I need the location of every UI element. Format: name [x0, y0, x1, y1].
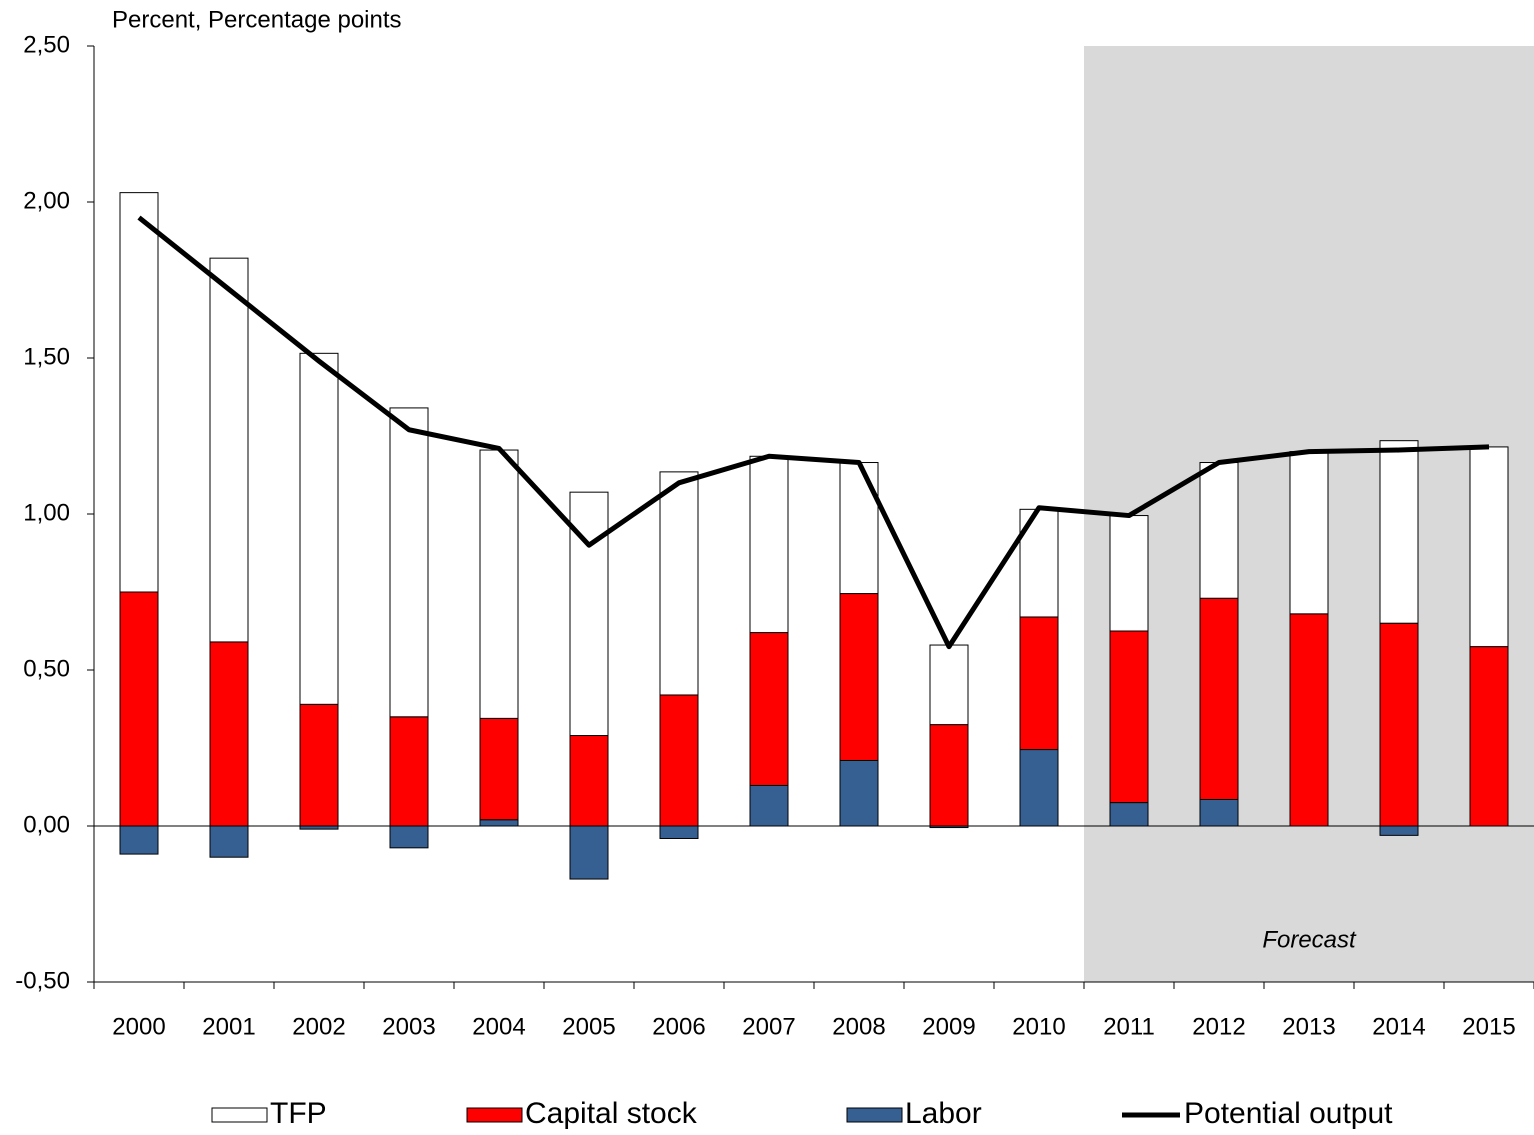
bar: [1199, 798, 1239, 827]
x-tick-label: 2003: [382, 1013, 435, 1040]
x-tick-label: 2013: [1282, 1013, 1335, 1040]
bar: [1199, 462, 1239, 599]
bar: [479, 819, 519, 827]
legend-label: Capital stock: [525, 1097, 698, 1130]
x-tick-label: 2008: [832, 1013, 885, 1040]
bar: [1109, 802, 1149, 827]
x-tick-label: 2007: [742, 1013, 795, 1040]
bar: [209, 641, 249, 827]
bar: [1469, 646, 1509, 827]
bar: [119, 192, 159, 593]
bar: [209, 825, 249, 858]
bar: [929, 724, 969, 827]
bar: [659, 825, 699, 839]
x-tick-label: 2005: [562, 1013, 615, 1040]
bar: [749, 784, 789, 827]
x-tick-label: 2001: [202, 1013, 255, 1040]
bar: [1019, 749, 1059, 827]
bar: [119, 591, 159, 827]
x-tick-label: 2009: [922, 1013, 975, 1040]
bar: [389, 825, 429, 849]
bar: [1379, 440, 1419, 624]
x-tick-label: 2006: [652, 1013, 705, 1040]
legend-label: TFP: [270, 1097, 327, 1130]
bar: [1379, 825, 1419, 836]
y-tick-label: 0,50: [23, 655, 70, 682]
bar: [119, 825, 159, 855]
bar: [659, 694, 699, 827]
x-tick-label: 2011: [1103, 1013, 1155, 1040]
y-tick-label: 1,50: [23, 343, 70, 370]
legend-swatch: [211, 1107, 268, 1123]
bar: [1019, 616, 1059, 751]
legend-label: Labor: [905, 1097, 982, 1130]
y-tick-label: 0,00: [23, 811, 70, 838]
bar: [569, 735, 609, 827]
bar: [1469, 446, 1509, 648]
y-tick-label: 2,00: [23, 187, 70, 214]
legend-label: Potential output: [1184, 1097, 1393, 1130]
bar: [839, 462, 879, 595]
bar: [659, 471, 699, 696]
bar: [299, 703, 339, 827]
bar: [389, 407, 429, 718]
x-tick-label: 2012: [1192, 1013, 1245, 1040]
bar: [479, 717, 519, 821]
bar: [209, 257, 249, 643]
bar: [1199, 597, 1239, 800]
x-tick-label: 2000: [112, 1013, 165, 1040]
x-tick-label: 2014: [1372, 1013, 1425, 1040]
bar: [839, 759, 879, 827]
bar: [299, 352, 339, 705]
bar: [1289, 613, 1329, 827]
bar: [479, 449, 519, 719]
line: [137, 215, 1490, 650]
y-tick-label: 1,00: [23, 499, 70, 526]
bar: [929, 644, 969, 726]
x-tick-label: 2002: [292, 1013, 345, 1040]
bar: [839, 593, 879, 761]
x-tick-label: 2015: [1462, 1013, 1515, 1040]
x-tick-label: 2010: [1012, 1013, 1065, 1040]
legend-swatch: [846, 1107, 903, 1123]
bar: [569, 825, 609, 880]
y-tick-label: 2,50: [23, 31, 70, 58]
x-tick-label: 2004: [472, 1013, 525, 1040]
bar: [1109, 515, 1149, 632]
legend-swatch: [466, 1107, 523, 1123]
bar: [1289, 451, 1329, 615]
bar: [749, 632, 789, 786]
axis-title: Percent, Percentage points: [112, 6, 402, 33]
bar: [389, 716, 429, 827]
bar: [1109, 630, 1149, 804]
forecast-label: Forecast: [1262, 926, 1357, 953]
y-tick-label: -0,50: [15, 967, 70, 994]
bar: [749, 455, 789, 634]
bar: [1379, 622, 1419, 827]
